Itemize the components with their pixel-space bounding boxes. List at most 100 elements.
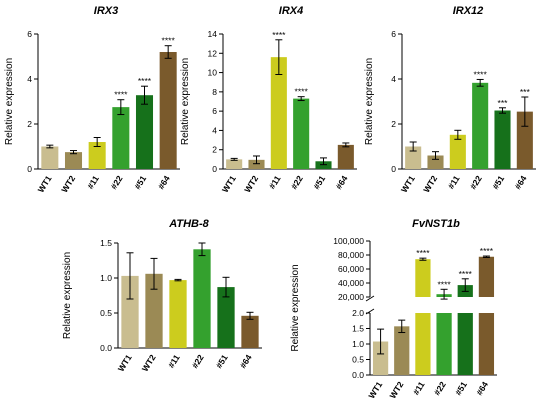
x-tick-label: WT2 [387,380,405,401]
x-tick-label: WT2 [140,353,158,374]
y-tick-label: 0.5 [100,308,112,318]
x-tick-label: #11 [267,174,283,191]
x-tick-label: #51 [490,174,506,192]
y-tick-label: 4 [27,74,32,84]
y-tick-label: 12 [208,48,218,58]
x-tick-label: #22 [190,353,206,371]
y-axis-label: Relative expression [364,58,375,145]
bar-n64 [516,111,533,169]
axis-break-mark [365,295,375,302]
significance-label: **** [480,246,494,256]
chart-title: FvNST1b [412,218,460,230]
x-tick-label: #64 [156,174,172,192]
x-tick-label: #11 [411,380,427,397]
bar-WT1 [121,275,139,348]
y-tick-label: 1.5 [352,324,364,334]
bar-n64 [241,315,259,348]
x-tick-label: #51 [311,174,327,192]
y-axis-label: Relative expression [180,58,191,145]
y-tick-label: 0 [391,164,396,174]
y-axis-label: Relative expression [290,264,301,351]
y-tick-label: 2 [27,119,32,129]
significance-label: **** [295,87,309,97]
y-tick-label: 0 [212,164,217,174]
y-tick-label: 6 [212,106,217,116]
significance-label: **** [437,279,451,289]
bar-n11 [169,280,187,348]
bar-n51 [217,287,235,348]
x-tick-label: WT1 [116,353,134,374]
x-tick-label: WT1 [366,380,384,401]
y-tick-label: 6 [391,29,396,39]
y-tick-label: 0.5 [352,355,364,365]
significance-label: **** [416,248,430,258]
significance-label: **** [459,269,473,279]
x-tick-label: #64 [474,380,490,398]
x-tick-label: #22 [289,174,305,192]
y-tick-label: 20,000 [338,292,364,302]
bar-WT2 [145,273,163,348]
y-tick-label: 1.0 [100,273,112,283]
bar-n64 [159,52,177,169]
bar-n11-lower [415,313,431,375]
significance-label: **** [162,36,176,46]
y-tick-label: 0 [27,164,32,174]
bar-WT2 [394,326,410,375]
y-tick-label: 0.0 [100,343,112,353]
chart-title: IRX12 [453,5,484,17]
bar-n11 [449,134,466,169]
x-tick-label: WT1 [36,174,54,195]
bar-n64 [337,144,354,169]
bar-WT1 [405,146,422,169]
x-tick-label: WT2 [421,174,439,195]
y-tick-label: 2 [212,145,217,155]
bar-WT1 [226,159,243,169]
y-tick-label: 1.0 [352,339,364,349]
y-tick-label: 2 [391,119,396,129]
bar-n22 [112,107,130,169]
y-tick-label: 2.0 [352,308,364,318]
y-tick-label: 0.0 [352,370,364,380]
y-tick-label: 14 [208,29,218,39]
y-tick-label: 8 [212,87,217,97]
bar-n51-lower [457,313,473,375]
bar-n22 [193,249,211,348]
bar-n64-upper [478,256,495,297]
chart-title: ATHB-8 [168,218,209,230]
y-tick-label: 40,000 [338,278,364,288]
x-tick-label: #11 [85,174,101,191]
x-tick-label: #51 [132,174,148,192]
significance-label: **** [114,90,128,100]
bar-WT2 [427,155,444,169]
significance-label: **** [138,76,152,86]
bar-n11 [270,57,287,170]
x-tick-label: WT2 [59,174,77,195]
bar-n11-upper [415,259,431,297]
x-tick-label: #22 [468,174,484,192]
bar-n11 [88,142,106,169]
y-tick-label: 1.5 [100,238,112,248]
bar-n64-lower [478,313,495,375]
bar-n51 [494,110,511,169]
x-tick-label: WT2 [242,174,260,195]
bar-n22-lower [436,313,452,375]
y-tick-label: 4 [391,74,396,84]
x-tick-label: #22 [432,380,448,398]
y-axis-label: Relative expression [62,252,73,339]
x-tick-label: #64 [238,353,254,371]
x-tick-label: #22 [109,174,125,192]
y-axis-label: Relative expression [4,58,15,145]
chart-irx3: IRX3 Relative expression 0 2 4 6 **** **** **** W… [4,5,180,194]
x-tick-label: WT1 [220,174,238,195]
y-tick-label: 80,000 [338,250,364,260]
x-tick-label: #64 [334,174,350,192]
y-tick-label: 4 [212,125,217,135]
bar-n51 [135,95,154,169]
y-tick-label: 10 [208,68,218,78]
chart-athb8: ATHB-8 Relative expression 0.0 0.5 1.0 1.5 WT1… [62,218,262,373]
bar-WT1 [372,341,389,375]
significance-label: **** [272,30,286,40]
